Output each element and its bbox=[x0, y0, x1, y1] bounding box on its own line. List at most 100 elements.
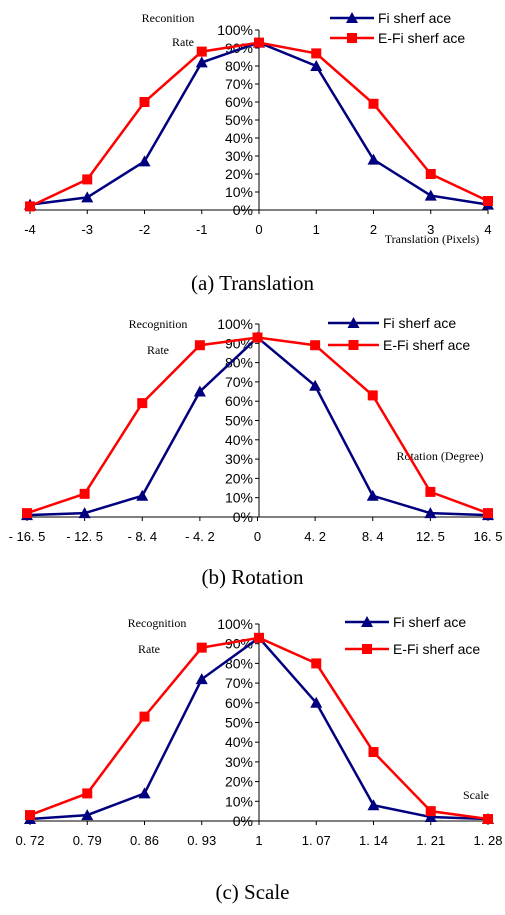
x-tick-label: 1 bbox=[313, 222, 320, 237]
data-point-fisherface bbox=[310, 60, 323, 71]
data-point-e-fisherface bbox=[139, 97, 150, 107]
y-tick-label: 0% bbox=[233, 509, 253, 525]
data-point-e-fisherface bbox=[196, 46, 207, 57]
y-tick-label: 70% bbox=[225, 675, 253, 691]
x-tick-label: -2 bbox=[139, 222, 151, 237]
y-tick-label: 30% bbox=[225, 451, 253, 467]
x-tick-label: 0. 86 bbox=[130, 833, 159, 848]
legend-label: E-Fi sherf ace bbox=[383, 337, 470, 353]
x-tick-label: 4. 2 bbox=[304, 529, 326, 544]
y-tick-label: 10% bbox=[225, 184, 253, 200]
y-tick-label: 40% bbox=[225, 432, 253, 448]
data-point-e-fisherface bbox=[25, 810, 35, 821]
x-tick-label: 8. 4 bbox=[362, 529, 384, 544]
legend-marker-e-fisherface bbox=[362, 644, 372, 654]
data-point-e-fisherface bbox=[368, 98, 379, 109]
data-point-fisherface bbox=[424, 189, 437, 201]
data-point-e-fisherface bbox=[425, 486, 436, 497]
data-point-e-fisherface bbox=[22, 508, 32, 519]
x-tick-label: 1 bbox=[255, 833, 262, 848]
data-point-fisherface bbox=[81, 809, 94, 821]
x-tick-label: - 8. 4 bbox=[127, 529, 157, 544]
y-tick-label: 80% bbox=[225, 655, 253, 671]
data-point-e-fisherface bbox=[79, 488, 90, 499]
legend-label: E-Fi sherf ace bbox=[393, 641, 480, 657]
y-tick-label: 20% bbox=[225, 470, 253, 486]
data-point-e-fisherface bbox=[425, 806, 436, 817]
x-tick-label: 16. 5 bbox=[474, 529, 503, 544]
legend-label: Fi sherf ace bbox=[378, 10, 451, 26]
data-point-fisherface bbox=[195, 56, 208, 68]
data-point-fisherface bbox=[81, 191, 94, 203]
legend-marker-fisherface bbox=[361, 616, 373, 627]
data-point-e-fisherface bbox=[310, 340, 321, 351]
rotation-chart: 0%10%20%30%40%50%60%70%80%90%100%- 16. 5… bbox=[9, 315, 503, 544]
y-tick-label: 0% bbox=[233, 202, 253, 218]
x-tick-label: 0. 93 bbox=[187, 833, 216, 848]
data-point-fisherface bbox=[138, 155, 151, 167]
data-point-e-fisherface bbox=[311, 658, 322, 669]
legend-marker-e-fisherface bbox=[348, 340, 359, 350]
series-line-e-fisherface bbox=[26, 336, 489, 515]
x-tick-label: - 16. 5 bbox=[9, 529, 46, 544]
y-tick-label: 40% bbox=[225, 130, 253, 146]
y-tick-label: 50% bbox=[225, 112, 253, 128]
x-tick-label: -4 bbox=[24, 222, 36, 237]
data-point-e-fisherface bbox=[82, 788, 93, 799]
x-axis-title: Rotation (Degree) bbox=[397, 449, 484, 463]
x-tick-label: 12. 5 bbox=[416, 529, 445, 544]
y-tick-label: 30% bbox=[225, 148, 253, 164]
data-point-e-fisherface bbox=[196, 642, 207, 653]
data-point-fisherface bbox=[367, 799, 380, 811]
y-axis-title: Recognition bbox=[128, 616, 187, 630]
y-tick-label: 60% bbox=[225, 695, 253, 711]
data-point-e-fisherface bbox=[311, 48, 322, 59]
data-point-e-fisherface bbox=[25, 201, 35, 212]
data-point-fisherface bbox=[367, 153, 380, 165]
legend-label: Fi sherf ace bbox=[393, 614, 466, 630]
data-point-e-fisherface bbox=[483, 814, 493, 825]
x-tick-label: 3 bbox=[427, 222, 434, 237]
y-tick-label: 40% bbox=[225, 734, 253, 750]
legend-marker-fisherface bbox=[347, 317, 360, 328]
data-point-e-fisherface bbox=[252, 332, 263, 343]
data-point-e-fisherface bbox=[194, 340, 205, 351]
scale-chart: 0%10%20%30%40%50%60%70%80%90%100%0. 72 0.… bbox=[16, 614, 503, 848]
y-tick-label: 80% bbox=[225, 355, 253, 371]
data-point-fisherface bbox=[424, 507, 437, 519]
translation-chart: 0%10%20%30%40%50%60%70%80%90%100%-4 -3 -2-… bbox=[24, 10, 494, 246]
data-point-e-fisherface bbox=[425, 169, 436, 179]
x-tick-label: 1. 14 bbox=[359, 833, 388, 848]
legend-label: E-Fi sherf ace bbox=[378, 30, 465, 46]
x-tick-label: 0 bbox=[254, 529, 261, 544]
data-point-e-fisherface bbox=[137, 398, 148, 409]
y-tick-label: 80% bbox=[225, 58, 253, 74]
y-tick-label: 20% bbox=[225, 774, 253, 790]
y-tick-label: 50% bbox=[225, 413, 253, 429]
y-axis-title: Rate bbox=[147, 343, 169, 357]
y-tick-label: 100% bbox=[217, 616, 253, 632]
chart-panel-translation: 0% 10% 20% 30% 40% 50% 60% 70% 80% 90% 100% -4 -3 -2-… bbox=[0, 0, 505, 300]
y-tick-label: 10% bbox=[225, 793, 253, 809]
chart-panel-rotation: 0% 10% 20% 30% 40% 50% 60% 70% 80% 90% 100% - 16. 5… bbox=[0, 305, 505, 585]
data-point-e-fisherface bbox=[483, 508, 493, 519]
series-line-fisherface bbox=[26, 335, 489, 517]
y-tick-label: 60% bbox=[225, 393, 253, 409]
x-tick-label: 1. 28 bbox=[474, 833, 503, 848]
data-point-e-fisherface bbox=[483, 196, 493, 206]
data-point-fisherface bbox=[138, 787, 151, 799]
y-axis-title: Reconition bbox=[142, 11, 195, 25]
chart-panel-scale: 0% 10% 20% 30% 40% 50% 60% 70% 80% 90% 100% 0. 72 0.… bbox=[0, 603, 505, 883]
y-tick-label: 20% bbox=[225, 166, 253, 182]
data-point-fisherface bbox=[193, 385, 206, 397]
y-tick-label: 10% bbox=[225, 490, 253, 506]
caption-translation: (a) Translation bbox=[190, 271, 315, 295]
y-axis-title: Rate bbox=[172, 35, 194, 49]
data-point-fisherface bbox=[366, 489, 379, 501]
data-point-fisherface bbox=[195, 673, 208, 685]
x-tick-label: 1. 07 bbox=[302, 833, 331, 848]
y-tick-label: 100% bbox=[217, 316, 253, 332]
x-tick-label: 1. 21 bbox=[416, 833, 445, 848]
data-point-e-fisherface bbox=[368, 747, 379, 758]
x-tick-label: 0. 79 bbox=[73, 833, 102, 848]
